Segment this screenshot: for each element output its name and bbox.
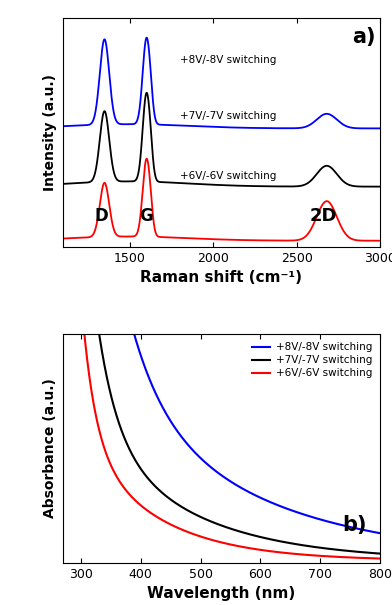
Legend: +8V/-8V switching, +7V/-7V switching, +6V/-6V switching: +8V/-8V switching, +7V/-7V switching, +6…: [249, 339, 375, 382]
Text: a): a): [352, 27, 375, 47]
Text: G: G: [140, 207, 153, 225]
Text: +8V/-8V switching: +8V/-8V switching: [180, 55, 276, 65]
Text: b): b): [342, 515, 367, 535]
Text: D: D: [94, 207, 108, 225]
Text: +7V/-7V switching: +7V/-7V switching: [180, 111, 276, 121]
Y-axis label: Intensity (a.u.): Intensity (a.u.): [43, 74, 57, 191]
X-axis label: Raman shift (cm⁻¹): Raman shift (cm⁻¹): [140, 270, 303, 286]
X-axis label: Wavelength (nm): Wavelength (nm): [147, 586, 296, 601]
Text: +6V/-6V switching: +6V/-6V switching: [180, 171, 276, 181]
Y-axis label: Absorbance (a.u.): Absorbance (a.u.): [43, 378, 57, 518]
Text: 2D: 2D: [310, 207, 337, 225]
